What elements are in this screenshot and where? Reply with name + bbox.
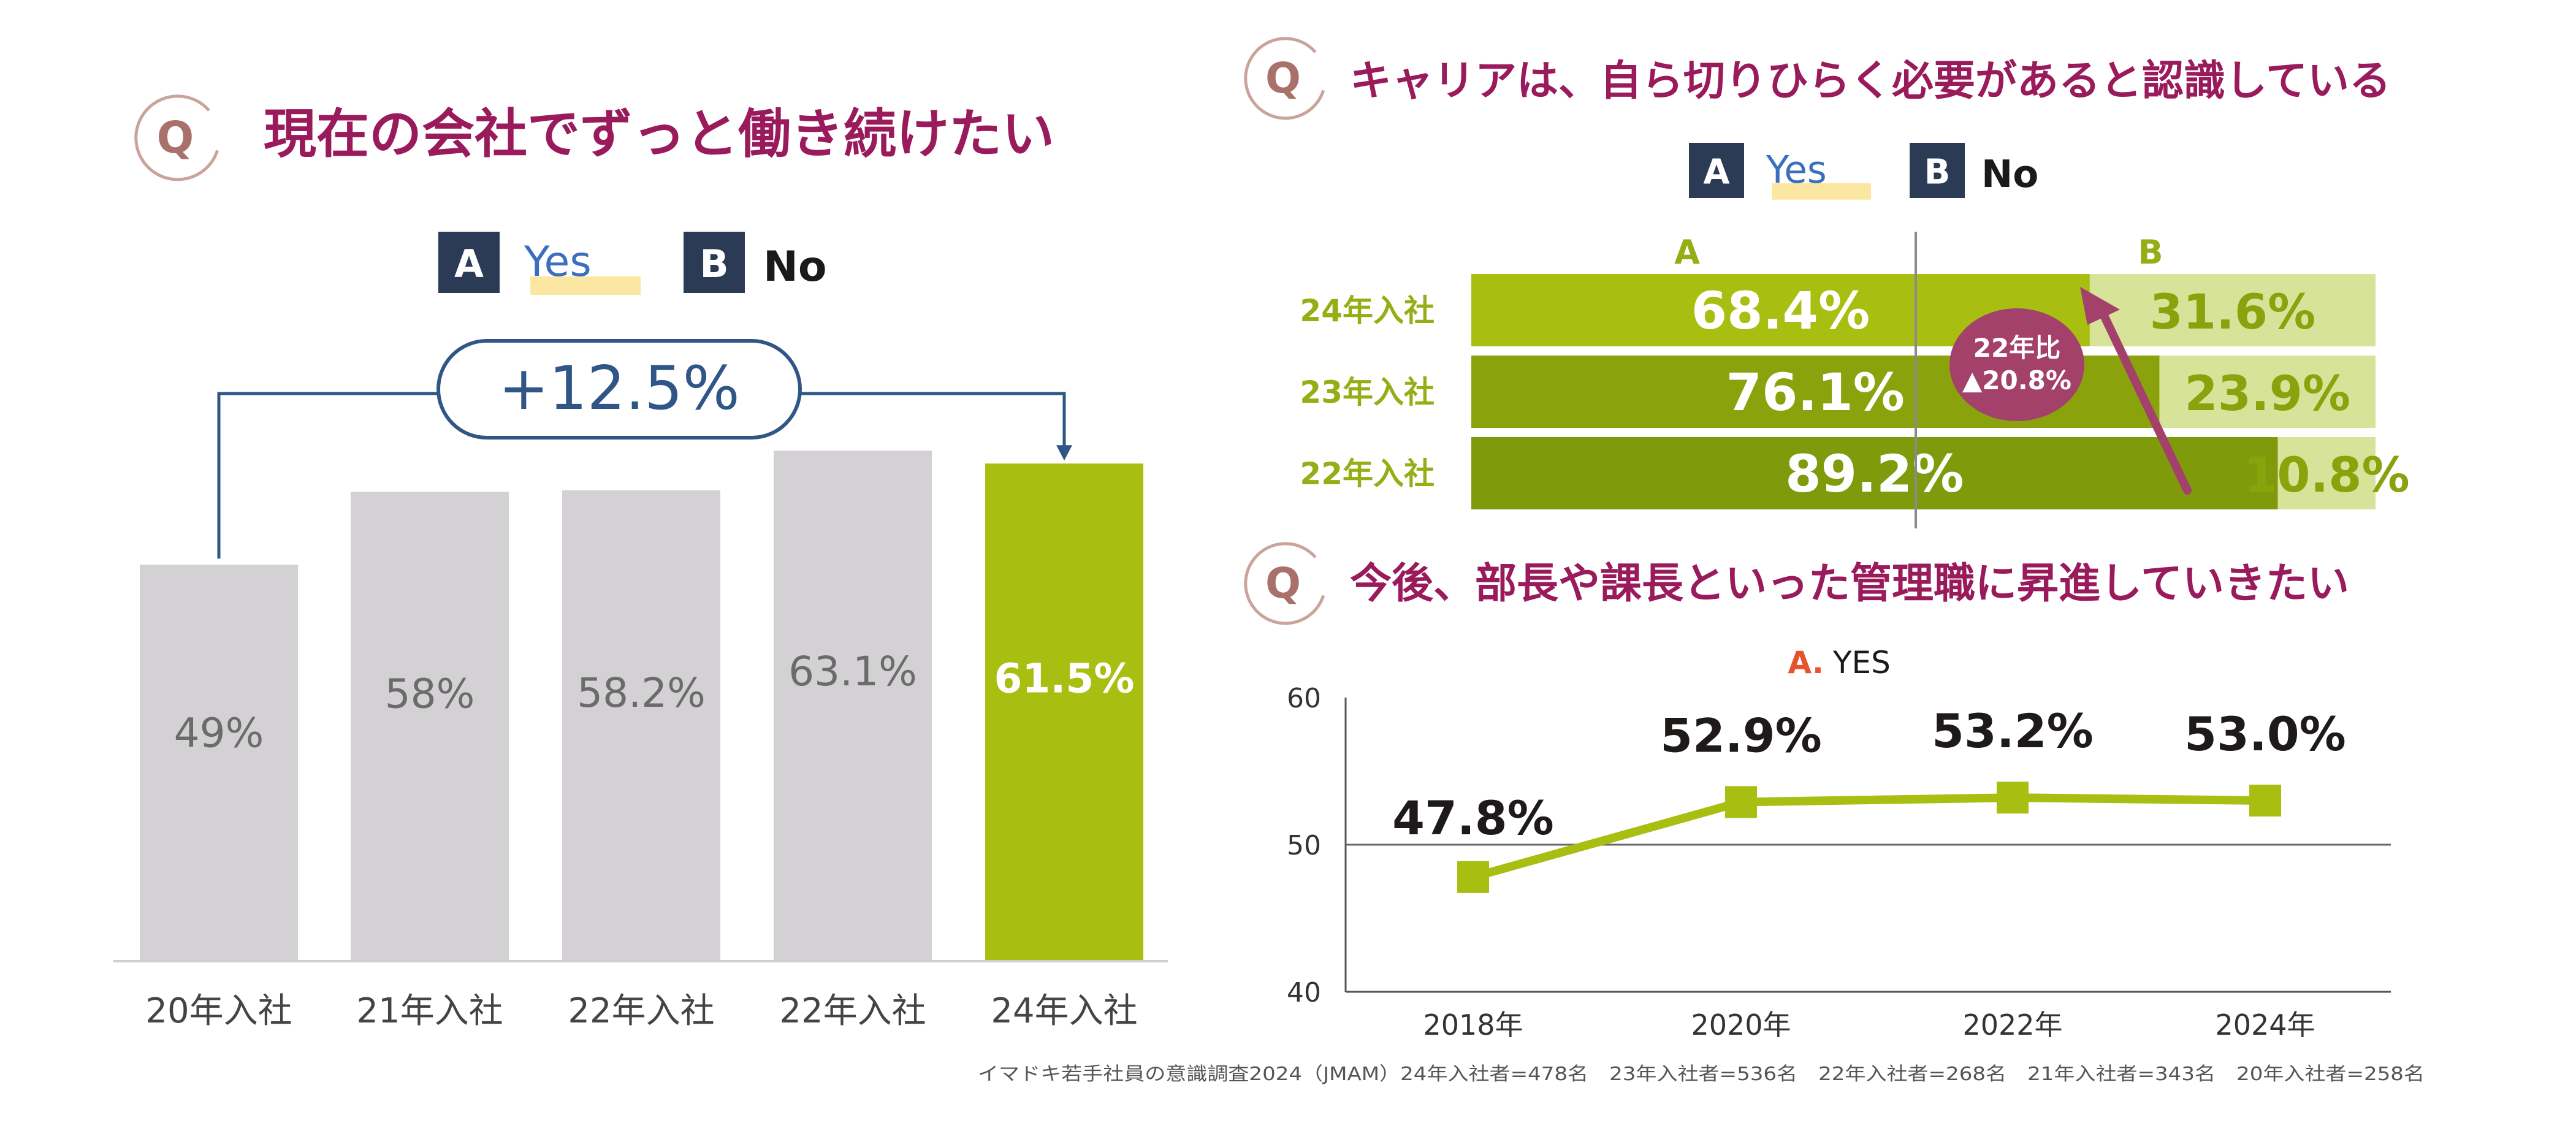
- chart1-title: 現在の会社でずっと働き続けたい: [264, 104, 1054, 165]
- chart2-column-a-label: A: [1674, 233, 1700, 272]
- chart2-legend-a-box: [1689, 143, 1744, 198]
- chart3-q-icon-ring: [1244, 542, 1325, 625]
- chart3-point-value-label: 53.2%: [1932, 704, 2094, 758]
- chart2-bar-a: [1471, 437, 2278, 509]
- chart1-callout-text: +12.5%: [498, 354, 739, 424]
- chart1-legend-a-box-label: A: [454, 242, 484, 286]
- chart1-category-label: 21年入社: [356, 991, 503, 1031]
- chart2-q-icon-ring: [1244, 37, 1325, 120]
- chart3-point-value-label: 52.9%: [1660, 708, 1822, 763]
- chart1-category-label: 22年入社: [568, 991, 714, 1031]
- chart3-x-tick-label: 2018年: [1423, 1008, 1523, 1041]
- chart2-legend-no-label: No: [1981, 153, 2038, 196]
- chart1-legend-b-box: [684, 232, 745, 293]
- chart1-category-label: 24年入社: [991, 991, 1137, 1031]
- chart2-bar-b-value-label: 23.9%: [2184, 367, 2350, 422]
- chart3-point-value-label: 53.0%: [2184, 707, 2346, 761]
- chart1-bar-value-label: 63.1%: [788, 648, 917, 695]
- chart1-bar: [562, 490, 720, 961]
- chart2-column-b-label: B: [2138, 233, 2163, 272]
- chart2-row-label: 23年入社: [1300, 375, 1435, 410]
- chart1-bar-value-label: 58.2%: [577, 669, 706, 717]
- chart2-title: キャリアは、自ら切りひらく必要があると認識している: [1350, 57, 2391, 105]
- chart1-bar-value-label: 49%: [174, 710, 264, 757]
- chart1-callout-pill: [436, 339, 802, 440]
- chart2-bar-b: [2089, 274, 2376, 346]
- chart2-legend-a-box-label: A: [1703, 153, 1729, 192]
- chart2-bar-b-value-label: 31.6%: [2150, 285, 2316, 340]
- chart2-bar-b-value-label: 10.8%: [2244, 448, 2410, 503]
- chart2-badge-line2: ▲20.8%: [1962, 365, 2071, 395]
- chart1-bar: [140, 565, 298, 961]
- chart2-q-icon: Q: [1265, 55, 1301, 103]
- chart3-q-icon: Q: [1265, 560, 1301, 608]
- chart3-y-tick-label: 40: [1287, 977, 1321, 1008]
- chart2-legend-b-box-label: B: [1924, 153, 1951, 192]
- chart3-series-name: YES: [1832, 645, 1891, 680]
- chart3-series-prefix: A.: [1788, 645, 1824, 680]
- chart3-series-line: [1472, 793, 2266, 881]
- chart1-bar-value-label: 61.5%: [994, 655, 1135, 702]
- chart2-bar-b: [2277, 437, 2376, 509]
- chart3-y-tick-label: 50: [1287, 830, 1321, 861]
- chart1-legend-yes-label: Yes: [524, 238, 592, 286]
- chart3-point-marker: [1725, 786, 1757, 818]
- chart2-badge-line1: 22年比: [1973, 333, 2060, 363]
- chart3-y-tick-label: 60: [1287, 683, 1321, 714]
- chart3-title: 今後、部長や課長といった管理職に昇進していきたい: [1350, 560, 2349, 608]
- chart1-legend-a-box: [438, 232, 500, 293]
- footnote: イマドキ若手社員の意識調査2024（JMAM）24年入社者=478名 23年入社…: [978, 1064, 2425, 1085]
- chart2-legend-yes-highlight: [1772, 183, 1871, 200]
- chart3-x-tick-label: 2022年: [1962, 1008, 2062, 1041]
- chart2-change-badge: [1949, 308, 2084, 421]
- chart1-legend-no-label: No: [763, 243, 827, 291]
- chart2-row-label: 24年入社: [1300, 293, 1435, 329]
- chart2-bar-b: [2159, 356, 2376, 428]
- chart1-callout-arrowhead: [1056, 445, 1072, 461]
- chart2-bar-a-value-label: 68.4%: [1691, 281, 1870, 341]
- chart2-change-arrow: [2095, 302, 2192, 495]
- chart2-row-label: 22年入社: [1300, 456, 1435, 492]
- chart1-legend-b-box-label: B: [699, 242, 728, 286]
- chart2-bar-a-value-label: 89.2%: [1785, 444, 1964, 504]
- chart1-category-label: 22年入社: [779, 991, 926, 1031]
- chart1-q-icon: Q: [157, 112, 194, 163]
- chart1-bar: [351, 492, 509, 961]
- chart1-bar-value-label: 58%: [385, 671, 475, 718]
- chart1-category-label: 20年入社: [145, 991, 292, 1031]
- chart3-point-marker: [1457, 861, 1489, 893]
- chart3-point-value-label: 47.8%: [1392, 791, 1554, 845]
- chart3-point-marker: [1997, 782, 2029, 814]
- chart3-point-marker: [2249, 785, 2281, 817]
- chart1-bar: [774, 451, 932, 961]
- chart1-legend-yes-highlight: [530, 276, 641, 295]
- chart2-legend-yes-label: Yes: [1766, 148, 1827, 192]
- chart1-bar: [985, 463, 1143, 961]
- chart2-legend-b-box: [1910, 143, 1965, 198]
- chart3-x-tick-label: 2020年: [1691, 1008, 1791, 1041]
- chart2-bar-a-value-label: 76.1%: [1726, 362, 1905, 422]
- chart3-x-tick-label: 2024年: [2215, 1008, 2315, 1041]
- chart2-change-arrowhead: [2080, 287, 2120, 325]
- chart1-q-icon-ring: [134, 94, 219, 181]
